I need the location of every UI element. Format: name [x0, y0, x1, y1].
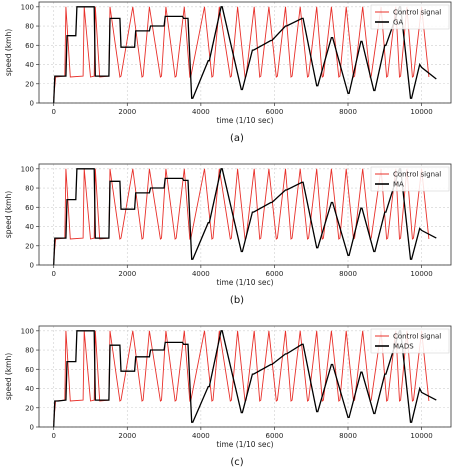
legend-label: MADS	[393, 343, 414, 351]
x-tick-label: 8000	[339, 270, 357, 278]
y-tick-label: 0	[30, 262, 34, 270]
panel-caption: (a)	[230, 133, 244, 144]
y-tick-label: 40	[25, 385, 34, 393]
y-tick-label: 60	[25, 42, 34, 50]
y-tick-label: 80	[25, 347, 34, 355]
x-tick-label: 2000	[118, 270, 136, 278]
plot-frame	[38, 1, 452, 104]
x-tick-label: 6000	[266, 108, 284, 116]
legend-label: GA	[393, 19, 403, 27]
x-tick-label: 10000	[410, 432, 432, 440]
x-axis-label: time (1/10 sec)	[216, 278, 273, 287]
y-tick-label: 20	[25, 80, 34, 88]
y-tick-label: 0	[30, 424, 34, 432]
y-tick-label: 40	[25, 223, 34, 231]
y-tick-label: 60	[25, 366, 34, 374]
y-tick-label: 20	[25, 404, 34, 412]
x-tick-label: 2000	[118, 108, 136, 116]
y-tick-label: 80	[25, 185, 34, 193]
chart-panel-a: 0 2000 4000 6000 8000 10000 0 20 40 60 80 100 time (…	[4, 1, 452, 144]
y-axis-label: speed (kmh)	[4, 191, 13, 238]
x-tick-label: 8000	[339, 432, 357, 440]
series-line-ma	[53, 168, 437, 266]
y-tick-label: 60	[25, 204, 34, 212]
y-tick-label: 20	[25, 242, 34, 250]
plot-frame	[38, 163, 452, 266]
x-tick-label: 4000	[192, 108, 210, 116]
plot-frame	[38, 325, 452, 428]
x-tick-label: 2000	[118, 432, 136, 440]
panel-caption: (c)	[230, 457, 243, 468]
y-tick-label: 0	[30, 100, 34, 108]
x-tick-label: 10000	[410, 108, 432, 116]
legend-label: Control signal	[393, 171, 441, 179]
legend-box	[370, 166, 450, 192]
legend-label: MA	[393, 181, 404, 189]
legend-label: Control signal	[393, 9, 441, 17]
y-tick-label: 80	[25, 23, 34, 31]
x-tick-label: 8000	[339, 108, 357, 116]
y-tick-label: 40	[25, 61, 34, 69]
x-tick-label: 6000	[266, 432, 284, 440]
legend-box	[370, 328, 450, 354]
x-tick-label: 0	[51, 432, 55, 440]
x-tick-label: 4000	[192, 270, 210, 278]
series-line-mads	[53, 330, 437, 428]
x-axis-label: time (1/10 sec)	[216, 116, 273, 125]
x-tick-label: 0	[51, 108, 55, 116]
y-tick-label: 100	[21, 165, 34, 173]
y-tick-label: 100	[21, 327, 34, 335]
x-tick-label: 0	[51, 270, 55, 278]
legend-label: Control signal	[393, 333, 441, 341]
x-axis-label: time (1/10 sec)	[216, 440, 273, 449]
y-axis-label: speed (kmh)	[4, 353, 13, 400]
chart-panel-b: 0 2000 4000 6000 8000 10000 0 20 40 60 80 100 time (…	[4, 163, 452, 306]
x-tick-label: 10000	[410, 270, 432, 278]
series-line-ga	[53, 6, 437, 104]
x-tick-label: 6000	[266, 270, 284, 278]
y-axis-label: speed (kmh)	[4, 29, 13, 76]
panel-caption: (b)	[230, 295, 244, 306]
y-tick-label: 100	[21, 3, 34, 11]
legend-box	[370, 4, 450, 30]
x-tick-label: 4000	[192, 432, 210, 440]
chart-panel-c: 0 2000 4000 6000 8000 10000 0 20 40 60 80 100 time (…	[4, 325, 452, 468]
